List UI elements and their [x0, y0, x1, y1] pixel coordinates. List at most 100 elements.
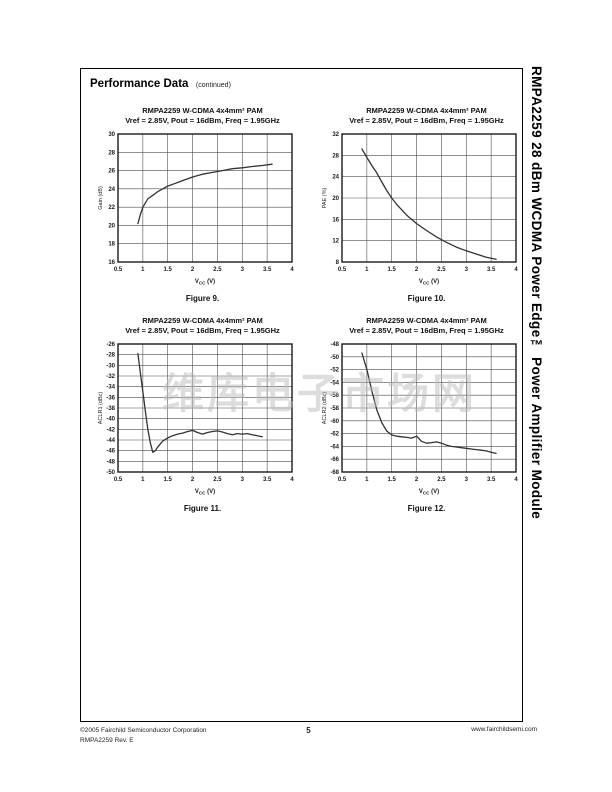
- chart-title: RMPA2259 W-CDMA 4x4mm² PAM: [142, 316, 263, 325]
- svg-text:2.5: 2.5: [437, 267, 446, 273]
- svg-text:-62: -62: [330, 432, 339, 438]
- svg-text:3: 3: [465, 477, 469, 483]
- footer-copyright-block: ©2005 Fairchild Semiconductor Corporatio…: [80, 726, 207, 745]
- svg-text:16: 16: [108, 260, 115, 266]
- svg-text:-44: -44: [106, 438, 115, 444]
- svg-text:-54: -54: [330, 380, 339, 386]
- copyright-text: ©2005 Fairchild Semiconductor Corporatio…: [80, 727, 207, 734]
- figure-11-block: RMPA2259 W-CDMA 4x4mm² PAM Vref = 2.85V,…: [96, 316, 309, 513]
- chart-subtitle: Vref = 2.85V, Pout = 16dBm, Freq = 1.95G…: [125, 116, 280, 125]
- svg-text:4: 4: [514, 477, 518, 483]
- svg-text:3.5: 3.5: [263, 267, 272, 273]
- svg-text:VCC (V): VCC (V): [195, 279, 215, 286]
- svg-text:22: 22: [108, 205, 115, 211]
- svg-text:1.5: 1.5: [164, 267, 173, 273]
- figure-9-block: RMPA2259 W-CDMA 4x4mm² PAM Vref = 2.85V,…: [96, 106, 309, 303]
- figure-caption: Figure 11.: [183, 504, 222, 513]
- figure-11-chart: 0.5 1 1.5 2 2.5 3 3.5 4 -50 -48 -46 -44 -42 -40 -38 -36…: [96, 336, 309, 502]
- svg-text:32: 32: [332, 132, 339, 138]
- svg-text:-64: -64: [330, 444, 339, 450]
- page-title-continued: (continued): [195, 82, 231, 89]
- svg-text:-28: -28: [106, 353, 115, 359]
- svg-text:16: 16: [332, 217, 339, 223]
- svg-text:-38: -38: [106, 406, 115, 412]
- svg-text:3.5: 3.5: [263, 477, 272, 483]
- figure-12-block: RMPA2259 W-CDMA 4x4mm² PAM Vref = 2.85V,…: [320, 316, 533, 513]
- svg-text:-56: -56: [330, 393, 339, 399]
- figure-9-chart: 0.5 1 1.5 2 2.5 3 3.5 4 16 18 20 22 24 26 28 30 Gain (dB…: [96, 126, 309, 292]
- svg-text:4: 4: [290, 267, 294, 273]
- sidebar-document-title: RMPA2259 28 dBm WCDMA Power Edge™ Power …: [529, 66, 544, 520]
- svg-text:VCC (V): VCC (V): [419, 279, 439, 286]
- chart-subtitle: Vref = 2.85V, Pout = 16dBm, Freq = 1.95G…: [125, 326, 280, 335]
- figure-12-chart: 0.5 1 1.5 2 2.5 3 3.5 4 -68 -66 -64 -62 -60 -58 -56 -54…: [320, 336, 533, 502]
- svg-text:1: 1: [365, 267, 369, 273]
- svg-text:3: 3: [241, 477, 245, 483]
- svg-text:ACLR1 (dBc): ACLR1 (dBc): [98, 392, 104, 425]
- svg-text:-48: -48: [330, 342, 339, 348]
- svg-text:-30: -30: [106, 363, 115, 369]
- svg-text:2.5: 2.5: [213, 477, 222, 483]
- svg-text:1: 1: [141, 267, 145, 273]
- svg-text:24: 24: [332, 175, 339, 181]
- svg-text:4: 4: [290, 477, 294, 483]
- svg-text:-60: -60: [330, 419, 339, 425]
- svg-text:4: 4: [514, 267, 518, 273]
- svg-text:20: 20: [108, 223, 115, 229]
- svg-text:-58: -58: [330, 406, 339, 412]
- footer-website: www.fairchildsemi.com: [471, 726, 537, 733]
- svg-text:VCC (V): VCC (V): [195, 489, 215, 496]
- svg-text:8: 8: [336, 260, 340, 266]
- svg-text:0.5: 0.5: [114, 267, 123, 273]
- figure-10-block: RMPA2259 W-CDMA 4x4mm² PAM Vref = 2.85V,…: [320, 106, 533, 303]
- svg-text:ACLR2 (dBc): ACLR2 (dBc): [322, 392, 328, 425]
- svg-text:-34: -34: [106, 385, 115, 391]
- figure-caption: Figure 9.: [185, 294, 220, 303]
- svg-text:2: 2: [415, 477, 419, 483]
- svg-text:-26: -26: [106, 342, 115, 348]
- svg-text:3: 3: [241, 267, 245, 273]
- svg-text:24: 24: [108, 187, 115, 193]
- svg-text:-32: -32: [106, 374, 115, 380]
- svg-text:2.5: 2.5: [437, 477, 446, 483]
- svg-text:28: 28: [108, 150, 115, 156]
- svg-text:0.5: 0.5: [338, 267, 347, 273]
- chart-title: RMPA2259 W-CDMA 4x4mm² PAM: [366, 106, 487, 115]
- svg-text:-68: -68: [330, 470, 339, 476]
- svg-text:PAE (%): PAE (%): [322, 187, 328, 208]
- svg-text:2: 2: [415, 267, 419, 273]
- revision-text: RMPA2259 Rev. E: [80, 736, 134, 744]
- svg-text:3: 3: [465, 267, 469, 273]
- svg-text:-40: -40: [106, 417, 115, 423]
- page-header: Performance Data (continued): [90, 74, 231, 92]
- figure-10-chart: 0.5 1 1.5 2 2.5 3 3.5 4 8 12 16 20 24 28 32 PAE (%) VCC …: [320, 126, 533, 292]
- page-number: 5: [306, 726, 311, 735]
- page-title: Performance Data: [90, 78, 189, 90]
- svg-text:3.5: 3.5: [487, 267, 496, 273]
- svg-text:1: 1: [141, 477, 145, 483]
- svg-text:-50: -50: [330, 355, 339, 361]
- svg-text:1.5: 1.5: [388, 477, 397, 483]
- svg-text:20: 20: [332, 196, 339, 202]
- svg-text:Gain (dB): Gain (dB): [98, 186, 104, 210]
- svg-text:-36: -36: [106, 395, 115, 401]
- svg-text:2: 2: [191, 267, 195, 273]
- svg-text:3.5: 3.5: [487, 477, 496, 483]
- chart-subtitle: Vref = 2.85V, Pout = 16dBm, Freq = 1.95G…: [349, 326, 504, 335]
- svg-text:18: 18: [108, 242, 115, 248]
- svg-text:26: 26: [108, 169, 115, 175]
- figure-caption: Figure 10.: [407, 294, 446, 303]
- chart-title: RMPA2259 W-CDMA 4x4mm² PAM: [366, 316, 487, 325]
- svg-text:-52: -52: [330, 368, 339, 374]
- svg-text:12: 12: [332, 239, 339, 245]
- chart-subtitle: Vref = 2.85V, Pout = 16dBm, Freq = 1.95G…: [349, 116, 504, 125]
- svg-text:2.5: 2.5: [213, 267, 222, 273]
- svg-text:1.5: 1.5: [164, 477, 173, 483]
- svg-text:-48: -48: [106, 459, 115, 465]
- figure-caption: Figure 12.: [407, 504, 446, 513]
- svg-text:-42: -42: [106, 427, 115, 433]
- svg-text:-50: -50: [106, 470, 115, 476]
- svg-text:30: 30: [108, 132, 115, 138]
- svg-text:-66: -66: [330, 457, 339, 463]
